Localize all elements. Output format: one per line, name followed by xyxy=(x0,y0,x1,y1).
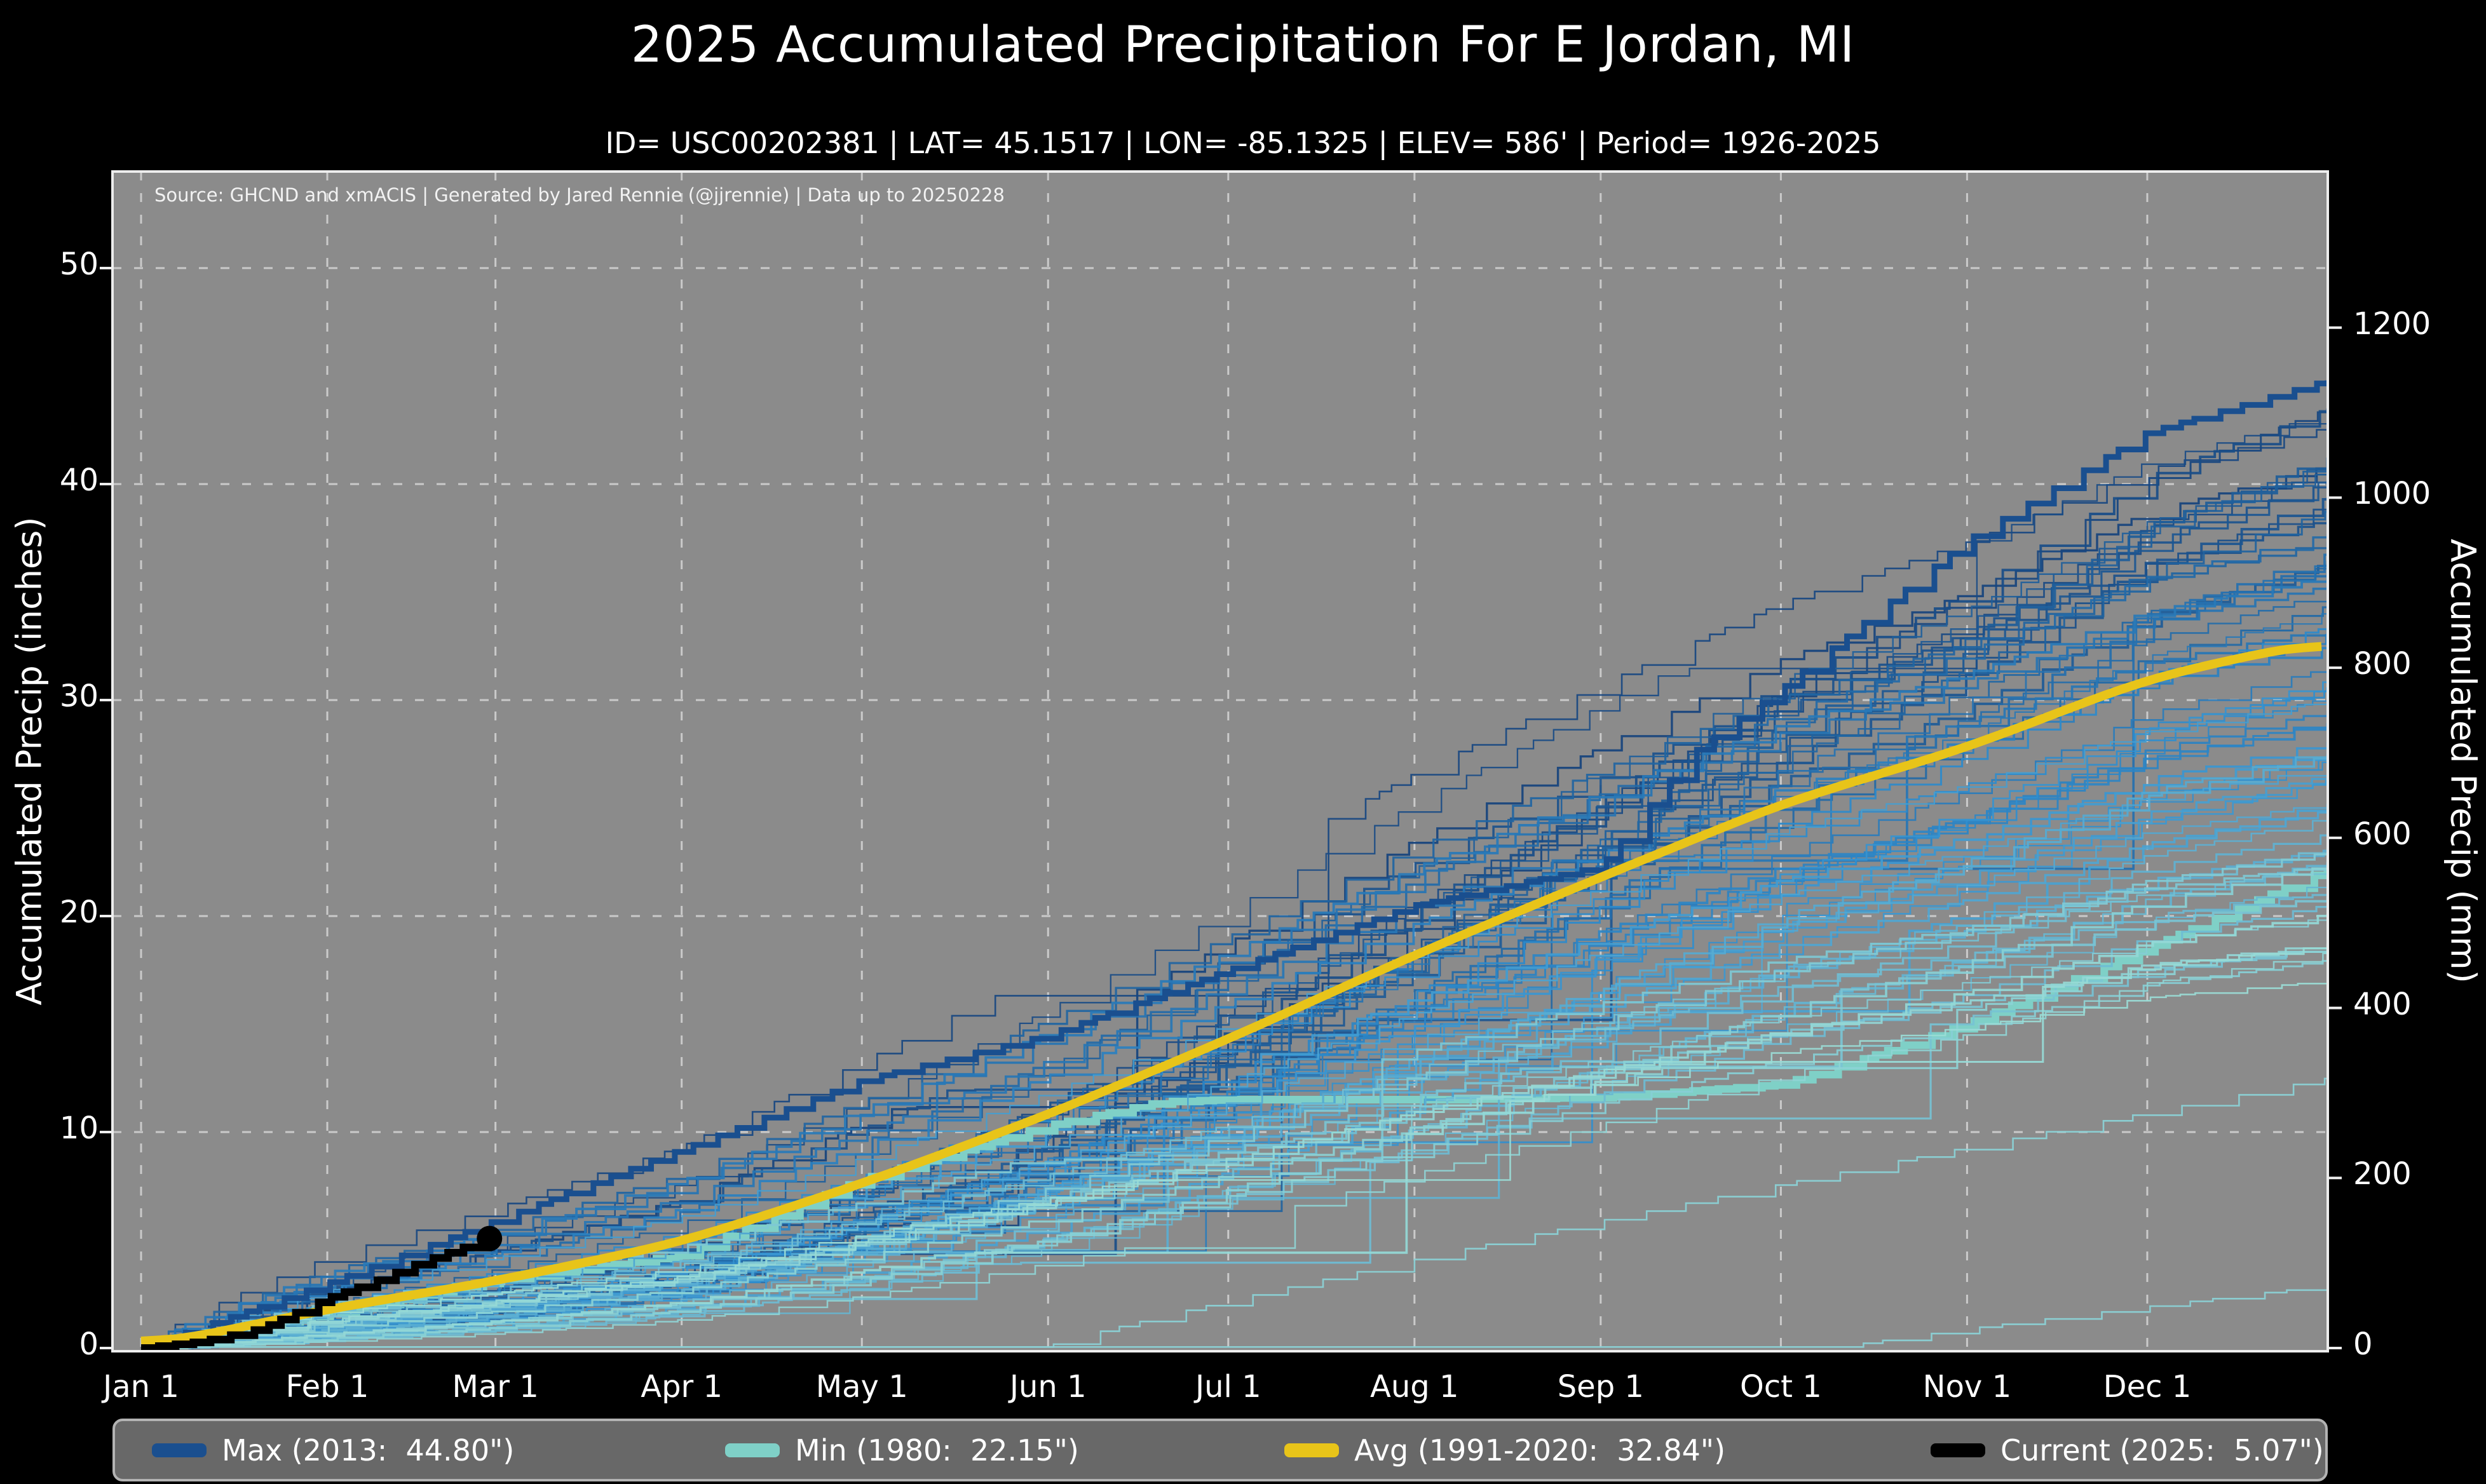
y-axis-title-inches: Accumulated Precip (inches) xyxy=(9,516,50,1006)
x-tick-label: Oct 1 xyxy=(1739,1369,1822,1405)
legend-label-current: Current (2025: 5.07") xyxy=(2000,1433,2324,1467)
y-right-tick-label: 1200 xyxy=(2353,306,2431,342)
current-end-dot xyxy=(477,1225,503,1251)
legend-label-min: Min (1980: 22.15") xyxy=(795,1433,1079,1467)
ensemble-year-lines-recent xyxy=(141,750,2328,1349)
page-title: 2025 Accumulated Precipitation For E Jor… xyxy=(630,17,1856,74)
x-tick-label: Jun 1 xyxy=(1009,1369,1087,1405)
y-left-tick-label: 50 xyxy=(59,246,98,282)
x-tick-label: Apr 1 xyxy=(641,1369,723,1405)
current-year-line xyxy=(141,1235,494,1351)
avg-line-swatch xyxy=(1284,1443,1339,1457)
x-tick-label: Nov 1 xyxy=(1922,1369,2012,1405)
legend-item-max: Max (2013: 44.80") xyxy=(152,1421,514,1479)
y-right-tick-label: 600 xyxy=(2353,816,2412,852)
avg-line xyxy=(140,642,2322,1346)
y-right-tick-label: 800 xyxy=(2353,646,2412,682)
y-left-tick-label: 40 xyxy=(59,462,98,498)
x-tick-label: Mar 1 xyxy=(452,1369,539,1405)
y-left-tick-label: 30 xyxy=(59,678,98,714)
y-right-tick-label: 400 xyxy=(2353,986,2412,1022)
legend-label-max: Max (2013: 44.80") xyxy=(222,1433,515,1467)
x-tick-label: Jan 1 xyxy=(103,1369,179,1405)
page-subtitle: ID= USC00202381 | LAT= 45.1517 | LON= -8… xyxy=(605,126,1881,160)
ensemble-year-lines xyxy=(141,408,2328,1349)
x-tick-label: Jul 1 xyxy=(1195,1369,1261,1405)
legend: Max (2013: 44.80") Min (1980: 22.15") Av… xyxy=(112,1419,2328,1481)
max-line-swatch xyxy=(152,1443,207,1457)
min-line-swatch xyxy=(725,1443,780,1457)
x-tick-label: Aug 1 xyxy=(1370,1369,1459,1405)
legend-item-avg: Avg (1991-2020: 32.84") xyxy=(1284,1421,1725,1479)
legend-label-avg: Avg (1991-2020: 32.84") xyxy=(1354,1433,1726,1467)
legend-item-current: Current (2025: 5.07") xyxy=(1931,1421,2324,1479)
y-left-tick-label: 10 xyxy=(59,1110,98,1146)
y-axis-title-mm: Accumulated Precip (mm) xyxy=(2443,539,2483,983)
y-right-tick-label: 1000 xyxy=(2353,476,2431,512)
y-right-tick-label: 0 xyxy=(2353,1326,2373,1362)
x-tick-label: Sep 1 xyxy=(1557,1369,1644,1405)
plot-border xyxy=(111,170,2329,1352)
axis-ticks xyxy=(100,267,2342,1349)
x-tick-label: May 1 xyxy=(815,1369,908,1405)
y-right-tick-label: 200 xyxy=(2353,1156,2412,1192)
max-year-line xyxy=(141,380,2328,1351)
current-line-swatch xyxy=(1931,1443,1985,1457)
plot-background xyxy=(112,172,2328,1351)
gridlines xyxy=(112,172,2328,1351)
legend-item-min: Min (1980: 22.15") xyxy=(725,1421,1079,1479)
source-attribution: Source: GHCND and xmACIS | Generated by … xyxy=(154,184,1005,206)
x-tick-label: Dec 1 xyxy=(2103,1369,2192,1405)
x-tick-label: Feb 1 xyxy=(285,1369,369,1405)
y-left-tick-label: 0 xyxy=(79,1326,98,1362)
y-left-tick-label: 20 xyxy=(59,894,98,930)
